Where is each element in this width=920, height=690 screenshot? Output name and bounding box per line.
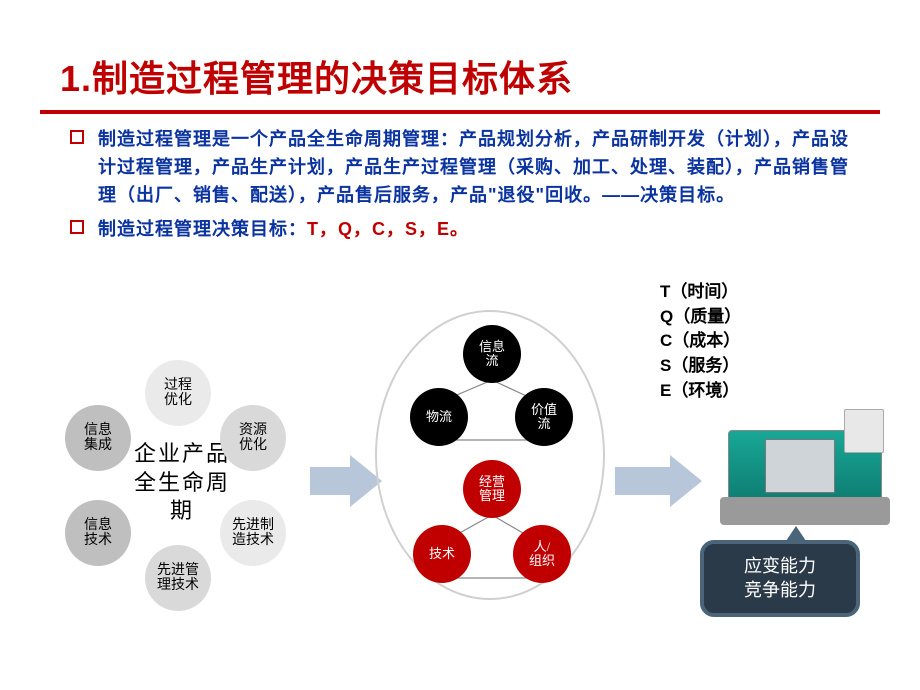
lifecycle-circle: 信息技术 — [65, 500, 131, 566]
flow-circle-black: 物流 — [410, 388, 468, 446]
tqcse-list: T（时间）Q（质量）C（成本）S（服务）E（环境） — [660, 280, 741, 403]
flow-circle-black: 价值流 — [515, 388, 573, 446]
machine-door — [765, 439, 835, 493]
tqcse-line: T（时间） — [660, 280, 741, 305]
machine-panel — [844, 409, 884, 453]
diagram-area: 企业产品全生命周期 过程优化资源优化先进制造技术先进管理技术信息技术 信息集成 信… — [0, 300, 920, 670]
lifecycle-circle: 过程优化 — [145, 360, 211, 426]
cluster-flows: 信息流物流价值流 经营管理技术人/组织 — [375, 300, 605, 610]
bullet-text: 制造过程管理是一个产品全生命周期管理：产品规划分析，产品研制开发（计划），产品设… — [98, 126, 860, 210]
speech-line: 应变能力 — [712, 554, 848, 578]
flow-circle-red: 经营管理 — [463, 460, 521, 518]
flow-circle-black: 信息流 — [463, 325, 521, 383]
speech-line: 竞争能力 — [712, 578, 848, 602]
bullet-highlight: T，Q，C，S，E。 — [307, 219, 469, 239]
cluster-center-label: 企业产品全生命周期 — [132, 440, 232, 526]
arrow-icon — [310, 455, 382, 507]
tqcse-line: S（服务） — [660, 354, 741, 379]
lifecycle-circle: 信息集成 — [65, 405, 131, 471]
bullet-text: 制造过程管理决策目标：T，Q，C，S，E。 — [98, 216, 469, 244]
bullet-item: 制造过程管理决策目标：T，Q，C，S，E。 — [70, 216, 860, 244]
flow-circle-red: 人/组织 — [513, 525, 571, 583]
bullet-marker-icon — [70, 220, 84, 234]
machine-base — [720, 497, 890, 525]
tqcse-line: Q（质量） — [660, 305, 741, 330]
lifecycle-circle: 先进管理技术 — [145, 545, 211, 611]
bullet-marker-icon — [70, 130, 84, 144]
cluster-lifecycle: 企业产品全生命周期 过程优化资源优化先进制造技术先进管理技术信息技术 信息集成 — [40, 350, 310, 610]
lifecycle-circle: 资源优化 — [220, 405, 286, 471]
tqcse-line: E（环境） — [660, 379, 741, 404]
machine-illustration — [720, 415, 890, 525]
slide-title: 1.制造过程管理的决策目标体系 — [0, 0, 920, 102]
speech-bubble: 应变能力 竞争能力 — [700, 540, 860, 617]
arrow-icon — [615, 455, 702, 507]
bullet-list: 制造过程管理是一个产品全生命周期管理：产品规划分析，产品研制开发（计划），产品设… — [0, 114, 920, 244]
bullet-prefix: 制造过程管理决策目标： — [98, 219, 307, 239]
tqcse-line: C（成本） — [660, 329, 741, 354]
bullet-item: 制造过程管理是一个产品全生命周期管理：产品规划分析，产品研制开发（计划），产品设… — [70, 126, 860, 210]
lifecycle-circle: 先进制造技术 — [220, 500, 286, 566]
flow-circle-red: 技术 — [413, 525, 471, 583]
